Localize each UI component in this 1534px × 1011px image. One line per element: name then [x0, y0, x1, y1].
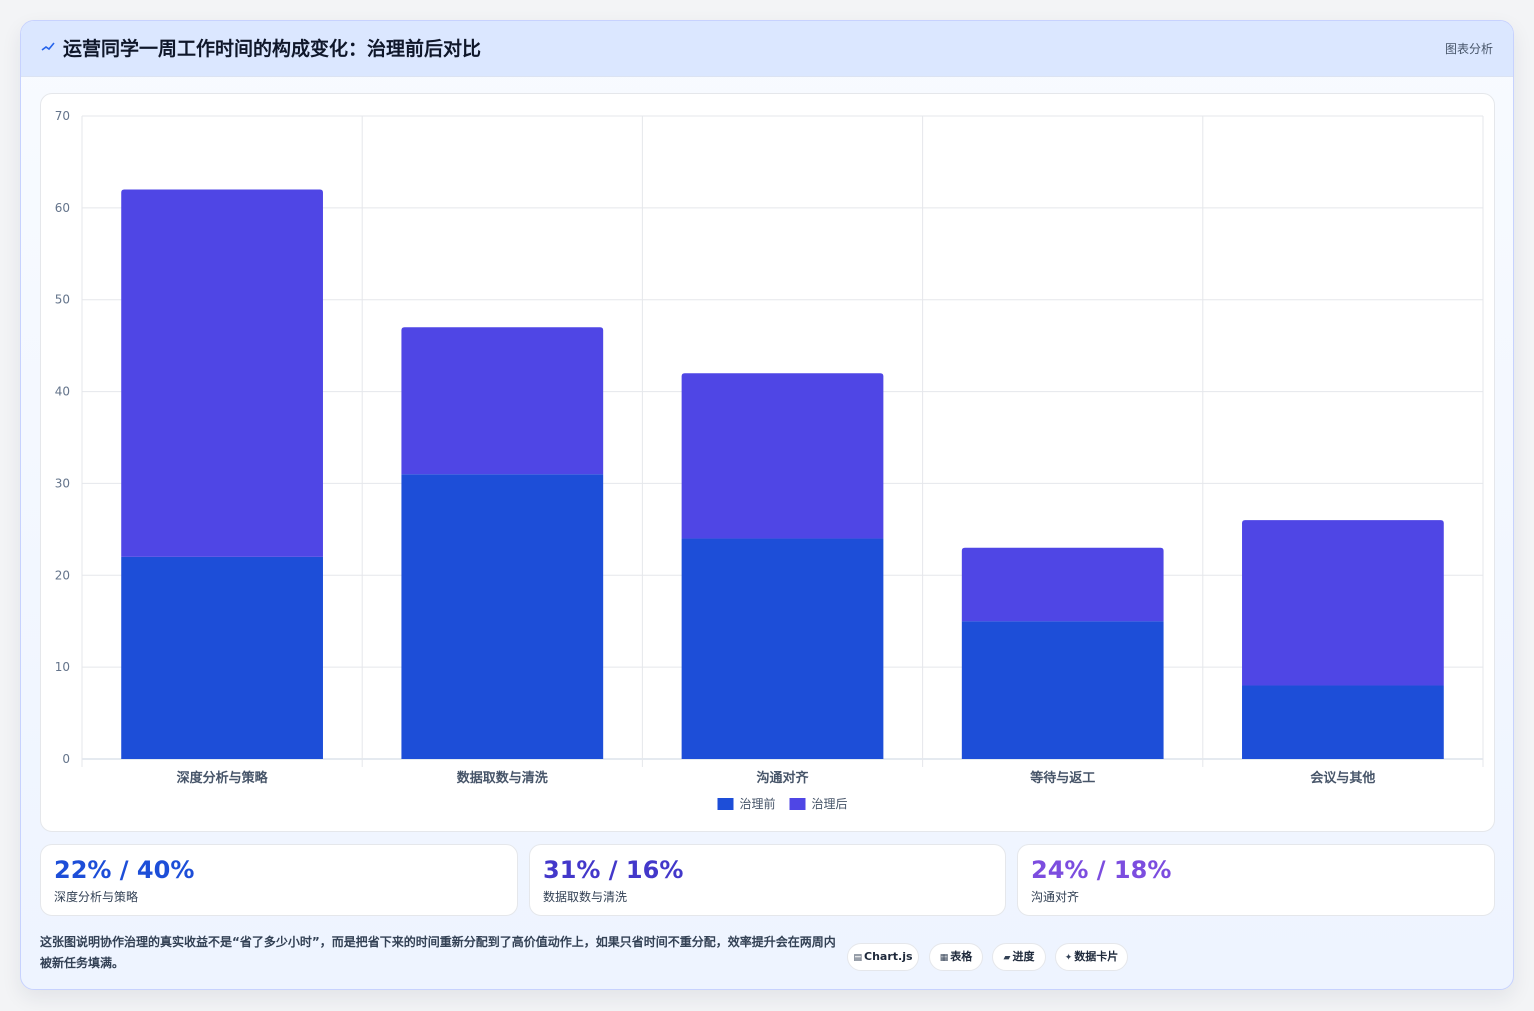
sparkle-icon: ✦ [1064, 953, 1073, 963]
y-tick-label: 30 [55, 476, 70, 490]
bar-segment [961, 547, 1164, 622]
y-tick-label: 60 [55, 201, 70, 215]
y-tick-label: 10 [55, 660, 70, 674]
tag-label: Chart.js [864, 950, 913, 963]
stat-value: 31% / 16% [543, 856, 684, 884]
tag-label: 数据卡片 [1074, 950, 1119, 963]
x-tick-label: 深度分析与策略 [177, 770, 269, 786]
y-tick-label: 40 [55, 385, 70, 399]
chart-footnote: 这张图说明协作治理的真实收益不是“省了多少小时”，而是把省下来的时间重新分配到了… [40, 935, 836, 970]
y-tick-label: 50 [55, 293, 70, 307]
tag-data-card[interactable]: ✦ 数据卡片 [1055, 943, 1128, 971]
tag-table[interactable]: ▦ 表格 [929, 943, 983, 971]
x-tick-label: 等待与返工 [1029, 770, 1095, 786]
bar-segment [961, 621, 1164, 759]
tag-label: 进度 [1012, 950, 1035, 963]
chart-card: 运营同学一周工作时间的构成变化：治理前后对比 图表分析 0 10 20 30 40 50 6… [20, 20, 1514, 990]
bar-segment [121, 556, 323, 759]
x-tick-label: 沟通对齐 [756, 770, 809, 786]
stat-card: 22% / 40% 深度分析与策略 [40, 844, 518, 916]
legend-swatch [789, 798, 806, 810]
bar-segment [1242, 520, 1444, 686]
y-tick-label: 20 [55, 568, 70, 582]
stat-value: 24% / 18% [1031, 856, 1172, 884]
chart-panel: 0 10 20 30 40 50 60 70 深度分析与策略 数据取数与清洗 沟通对齐 等待与返工 会议… [40, 93, 1495, 832]
table-icon: ▦ [939, 953, 949, 963]
bar-segment [121, 189, 323, 557]
progress-icon: ▰ [1003, 953, 1011, 963]
legend-swatch [717, 798, 734, 810]
chart-line-icon [41, 42, 55, 51]
x-tick-label: 数据取数与清洗 [457, 770, 548, 786]
stat-label: 沟通对齐 [1031, 890, 1080, 904]
legend-label: 治理前 [740, 796, 776, 811]
bar-segment [401, 327, 604, 475]
bar-segment [681, 373, 884, 539]
stat-cards: 22% / 40% 深度分析与策略 31% / 16% 数据取数与清洗 24% … [40, 844, 1495, 916]
x-tick-label: 会议与其他 [1310, 770, 1375, 786]
chart-icon: ▤ [853, 953, 862, 963]
bar-segment [1242, 685, 1444, 759]
bar-segment [681, 538, 884, 759]
card-header: 运营同学一周工作时间的构成变化：治理前后对比 图表分析 [21, 21, 1513, 77]
stat-card: 31% / 16% 数据取数与清洗 [529, 844, 1006, 916]
y-tick-label: 70 [55, 109, 70, 123]
chart-analysis-label: 图表分析 [1444, 42, 1493, 56]
stacked-bar-chart: 0 10 20 30 40 50 60 70 深度分析与策略 数据取数与清洗 沟通对齐 等待与返工 会议… [55, 109, 1484, 811]
page-title: 运营同学一周工作时间的构成变化：治理前后对比 [63, 38, 482, 60]
legend-label: 治理后 [812, 797, 848, 811]
tag-chartjs[interactable]: ▤ Chart.js [847, 943, 919, 971]
bar-segment [401, 474, 604, 759]
stat-value: 22% / 40% [54, 856, 195, 884]
stat-label: 深度分析与策略 [54, 890, 139, 904]
stat-card: 24% / 18% 沟通对齐 [1017, 844, 1495, 916]
stat-label: 数据取数与清洗 [543, 890, 628, 904]
tag-progress[interactable]: ▰ 进度 [992, 943, 1046, 971]
y-tick-label: 0 [62, 752, 70, 766]
tag-label: 表格 [950, 950, 973, 963]
